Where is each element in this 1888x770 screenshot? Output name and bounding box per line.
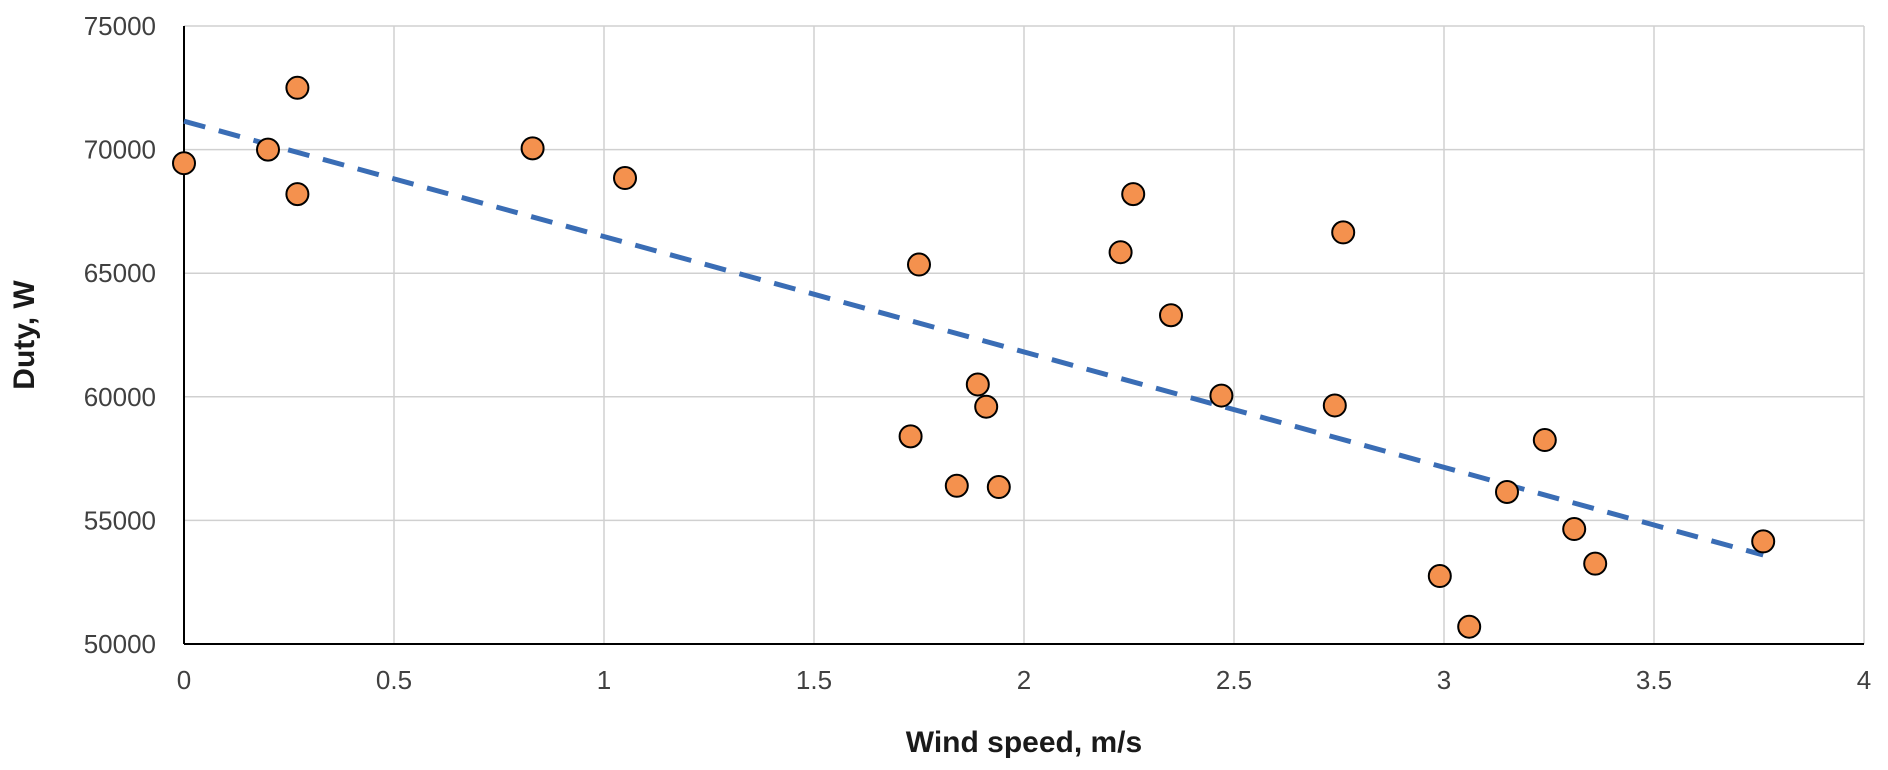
grid-lines	[183, 25, 1865, 645]
x-tick-labels: 0 0.5 1 1.5 2 2.5 3 3.5 4	[177, 665, 1871, 695]
y-axis-title: Duty, W	[8, 280, 41, 390]
data-points	[172, 75, 1776, 639]
y-tick-labels: 50000 55000 60000 65000 70000 75000	[84, 11, 156, 659]
data-point	[1159, 303, 1183, 328]
x-tick-label: 0	[177, 665, 191, 695]
data-point	[986, 475, 1011, 500]
data-point	[172, 151, 196, 176]
x-tick-label: 2.5	[1216, 665, 1252, 695]
data-point	[944, 473, 969, 498]
data-point	[1322, 393, 1347, 418]
data-point	[1108, 240, 1133, 265]
data-point	[613, 166, 637, 191]
y-tick-label: 75000	[84, 11, 156, 41]
data-point	[520, 136, 545, 161]
y-tick-label: 70000	[84, 135, 156, 165]
data-point	[1532, 428, 1557, 453]
plot-area	[183, 26, 1864, 645]
x-tick-label: 1	[597, 665, 611, 695]
data-point	[1495, 479, 1519, 504]
data-point	[1457, 614, 1482, 639]
x-axis-title: Wind speed, m/s	[906, 726, 1142, 759]
data-point	[1562, 517, 1587, 542]
data-point	[907, 252, 931, 277]
y-tick-label: 55000	[84, 505, 156, 535]
x-tick-label: 2	[1017, 665, 1031, 695]
x-tick-label: 4	[1857, 665, 1871, 695]
data-point	[1751, 529, 1776, 554]
data-point	[1583, 551, 1608, 576]
data-point	[256, 137, 280, 162]
y-tick-label: 60000	[84, 382, 156, 412]
x-tick-label: 3	[1437, 665, 1451, 695]
data-point	[965, 372, 990, 397]
x-tick-label: 3.5	[1636, 665, 1672, 695]
data-point	[898, 424, 923, 449]
y-tick-label: 50000	[84, 629, 156, 659]
data-point	[974, 394, 999, 419]
x-tick-label: 0.5	[376, 665, 412, 695]
data-point	[1121, 182, 1146, 207]
y-tick-label: 65000	[84, 258, 156, 288]
x-tick-label: 1.5	[796, 665, 832, 695]
data-point	[1427, 564, 1452, 589]
trendline	[183, 118, 1764, 558]
data-point	[285, 75, 310, 100]
data-point	[1209, 383, 1234, 408]
trendline-group	[183, 118, 1764, 558]
data-point	[1331, 220, 1356, 245]
data-point	[285, 182, 310, 207]
